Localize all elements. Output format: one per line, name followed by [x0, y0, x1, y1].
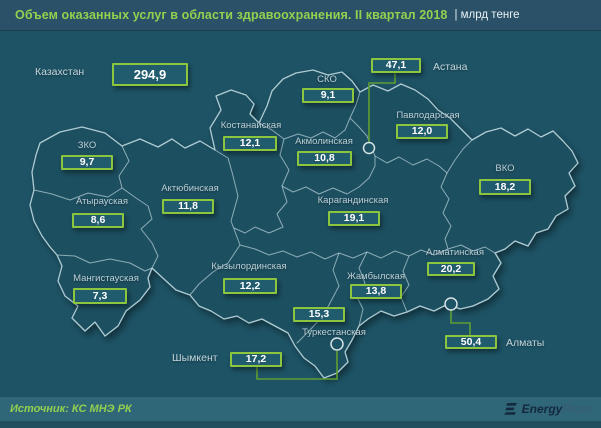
- city-label-almaty: Алматы: [506, 337, 545, 349]
- energyprom-logo-icon: [503, 402, 517, 415]
- source-label: Источник: КС МНЭ РК: [10, 403, 132, 415]
- region-label-zko: ЗКО: [77, 140, 97, 151]
- astana-marker: [362, 141, 376, 155]
- country-label: Казахстан: [35, 66, 85, 78]
- region-value-karaganda: 19,1: [328, 211, 380, 226]
- region-label-pavlodar: Павлодарская: [396, 110, 460, 121]
- region-label-akmola: Акмолинская: [295, 136, 353, 147]
- region-label-almaty-region: Алматинская: [426, 247, 484, 258]
- region-value-pavlodar: 12,0: [396, 124, 448, 139]
- energyprom-logo-text: EnergyProm: [521, 402, 591, 416]
- footer-bar: Источник: КС МНЭ РК EnergyProm: [0, 397, 601, 421]
- region-value-sko: 9,1: [302, 88, 354, 103]
- turkestan-marker: [330, 337, 344, 351]
- shymkent-leader-line: [256, 351, 338, 380]
- almaty-marker: [444, 297, 458, 311]
- region-label-turkestan: Туркестанская: [302, 327, 366, 338]
- region-value-turkestan: 15,3: [293, 307, 345, 322]
- region-label-karaganda: Карагандинская: [317, 195, 389, 206]
- region-value-zhambyl: 13,8: [350, 284, 402, 299]
- region-label-mangystau: Мангистауская: [73, 273, 139, 284]
- region-label-aktobe: Актюбинская: [161, 183, 219, 194]
- region-value-zko: 9,7: [61, 155, 113, 170]
- footer-bottom-strip: [0, 421, 601, 428]
- region-label-vko: ВКО: [495, 163, 515, 174]
- title-unit-label: | млрд тенге: [454, 9, 520, 21]
- almaty-leader-line: [450, 310, 471, 335]
- astana-leader-line: [368, 73, 396, 142]
- region-value-kostanay: 12,1: [223, 136, 277, 151]
- leader-lines: [256, 73, 471, 380]
- region-label-zhambyl: Жамбылская: [347, 271, 405, 282]
- region-value-mangystau: 7,3: [73, 288, 127, 304]
- page-title: Объем оказанных услуг в области здравоох…: [15, 8, 448, 22]
- energyprom-logo: EnergyProm: [503, 402, 591, 416]
- region-value-aktobe: 11,8: [162, 199, 214, 214]
- city-value-almaty: 50,4: [445, 335, 497, 349]
- region-value-vko: 18,2: [479, 179, 531, 195]
- region-value-kyzylorda: 12,2: [223, 278, 277, 294]
- city-value-astana: 47,1: [371, 58, 421, 73]
- region-label-sko: СКО: [317, 74, 337, 85]
- region-value-atyrau: 8,6: [72, 213, 124, 228]
- city-value-shymkent: 17,2: [230, 352, 282, 367]
- city-label-astana: Астана: [433, 61, 468, 73]
- region-label-kyzylorda: Кызылординская: [211, 261, 287, 272]
- region-label-atyrau: Атырауская: [76, 196, 128, 207]
- country-value-box: 294,9: [112, 63, 188, 86]
- region-value-almaty-region: 20,2: [427, 262, 475, 276]
- city-label-shymkent: Шымкент: [172, 352, 218, 364]
- title-bar: Объем оказанных услуг в области здравоох…: [0, 0, 601, 31]
- region-value-akmola: 10,8: [297, 151, 352, 166]
- city-markers: [330, 141, 458, 351]
- region-label-kostanay: Костанайская: [220, 120, 282, 131]
